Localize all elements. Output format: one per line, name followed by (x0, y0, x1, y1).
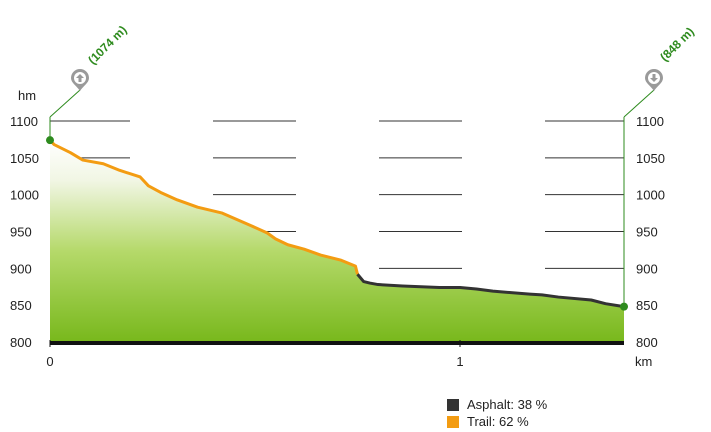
y-tick-left-800: 800 (10, 335, 32, 350)
y-tick-left-900: 900 (10, 261, 32, 276)
y-axis-left: 800 850 900 950 1000 1050 1100 (10, 114, 39, 350)
y-tick-left-1000: 1000 (10, 188, 39, 203)
y-tick-left-1050: 1050 (10, 151, 39, 166)
y-tick-right-1000: 1000 (636, 188, 665, 203)
legend: Asphalt: 38 % Trail: 62 % (447, 396, 547, 430)
legend-item-asphalt: Asphalt: 38 % (447, 396, 547, 413)
legend-label-asphalt: Asphalt: 38 % (467, 397, 548, 412)
profile-segment-trail (48, 139, 359, 275)
legend-label-trail: Trail: 62 % (467, 414, 529, 429)
legend-swatch-asphalt (447, 398, 459, 411)
y-axis-right: 800 850 900 950 1000 1050 1100 (636, 114, 665, 350)
y-tick-left-850: 850 (10, 298, 32, 313)
arrow-down-pin-icon (645, 69, 663, 91)
y-tick-right-900: 900 (636, 261, 658, 276)
y-tick-right-850: 850 (636, 298, 658, 313)
start-marker-leader (49, 89, 81, 118)
x-tick-1: 1 (456, 354, 463, 369)
y-tick-right-800: 800 (636, 335, 658, 350)
x-unit-label: km (635, 354, 652, 369)
profile-lines (48, 139, 625, 309)
y-unit-label: hm (18, 88, 36, 103)
x-tick-0: 0 (46, 354, 53, 369)
arrow-up-pin-icon (71, 69, 89, 91)
elevation-area (50, 140, 624, 342)
y-tick-left-950: 950 (10, 225, 32, 240)
end-elevation-label: (848 m) (657, 25, 697, 65)
legend-swatch-trail (447, 415, 459, 428)
start-point (46, 136, 54, 145)
legend-item-trail: Trail: 62 % (447, 413, 547, 430)
y-tick-left-1100: 1100 (10, 114, 38, 129)
end-point (620, 302, 628, 311)
profile-segment-asphalt (356, 273, 625, 309)
y-tick-right-1100: 1100 (636, 114, 664, 129)
y-tick-right-1050: 1050 (636, 151, 665, 166)
end-marker-leader (623, 89, 655, 118)
y-tick-right-950: 950 (636, 225, 658, 240)
start-elevation-label: (1074 m) (85, 23, 129, 67)
